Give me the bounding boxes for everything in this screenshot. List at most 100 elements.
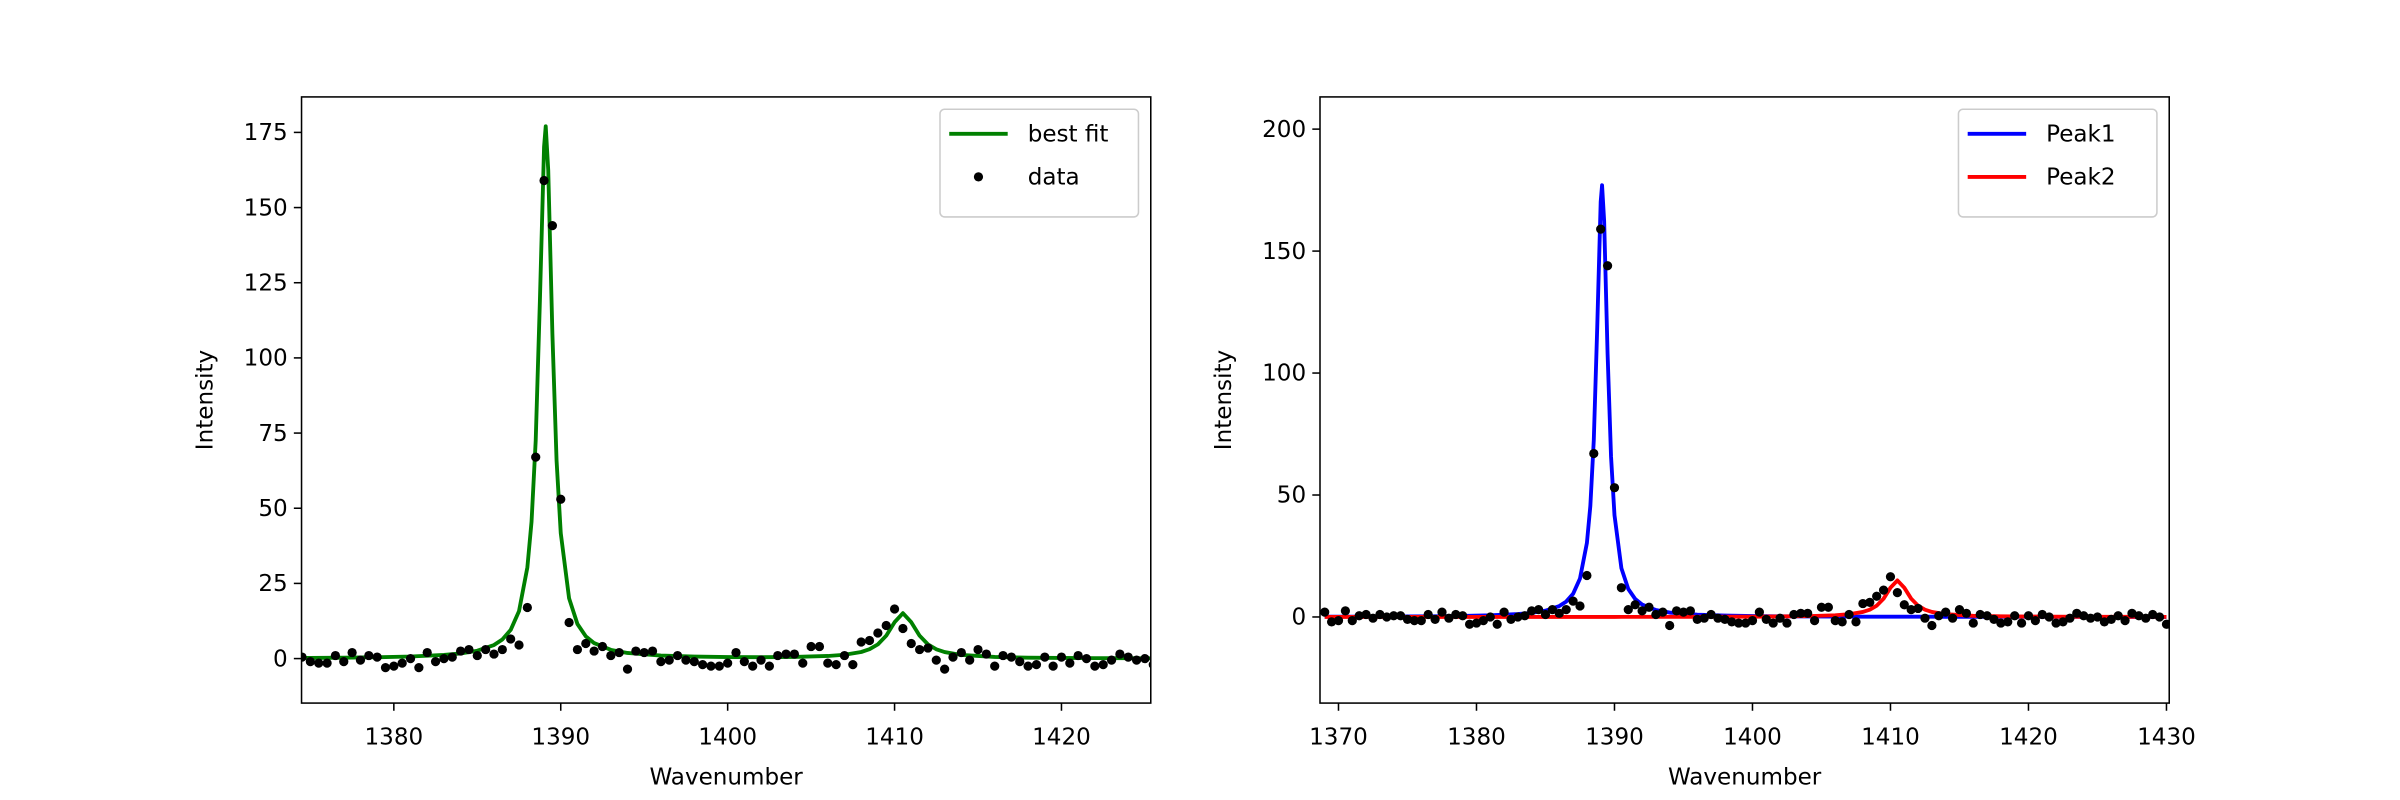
data-point: [956, 647, 966, 658]
data-point: [1098, 659, 1108, 670]
data-point: [672, 650, 683, 661]
x-tick-label: 1420: [1032, 725, 1091, 751]
data-point: [1402, 614, 1413, 625]
data-point: [1734, 618, 1744, 628]
data-point: [1851, 617, 1861, 627]
data-point: [1782, 618, 1792, 628]
x-tick-label: 1390: [531, 725, 590, 751]
data-point: [622, 664, 633, 674]
legend-box: [1957, 108, 2158, 218]
data-point: [1616, 583, 1626, 593]
data-point: [1048, 661, 1058, 671]
data-point: [2120, 616, 2130, 626]
y-tick-label: 150: [244, 195, 288, 221]
data-point: [1692, 614, 1702, 625]
data-point: [489, 649, 499, 659]
data-point: [1699, 613, 1709, 623]
data-point: [1996, 618, 2006, 628]
legend-label: data: [1028, 165, 1080, 191]
data-point: [589, 646, 599, 656]
data-point: [2154, 612, 2165, 622]
data-point: [1920, 613, 1930, 623]
data-point: [806, 641, 816, 652]
plot-area: [1320, 183, 2170, 631]
data-point: [1423, 609, 1433, 620]
data-point: [1361, 609, 1371, 620]
data-point: [2044, 612, 2054, 622]
data-point: [1747, 616, 1758, 626]
y-tick-label: 200: [1262, 117, 1306, 143]
data-point: [389, 661, 399, 671]
data-point: [981, 649, 991, 659]
data-point: [1081, 653, 1092, 664]
data-point: [839, 650, 850, 661]
data-point: [1326, 617, 1337, 627]
data-point: [430, 656, 441, 667]
data-point: [864, 635, 875, 646]
axes-frame: [1319, 96, 2170, 704]
data-point: [881, 620, 891, 631]
data-point: [1561, 605, 1571, 615]
data-point: [1837, 617, 1847, 627]
data-point: [923, 643, 933, 653]
data-point: [1123, 652, 1133, 662]
data-point: [1596, 224, 1606, 234]
data-point: [906, 638, 916, 649]
data-point: [873, 628, 883, 638]
data-point: [314, 658, 324, 668]
y-tick-label: 50: [1277, 483, 1306, 509]
data-point: [1568, 596, 1578, 606]
data-point: [531, 452, 541, 462]
y-axis-label: Intensity: [192, 350, 218, 450]
x-tick-label: 1370: [1309, 725, 1368, 751]
data-point: [948, 652, 958, 662]
data-point: [422, 647, 432, 658]
data-point: [2092, 612, 2103, 622]
data-point: [1906, 605, 1916, 615]
y-tick-label: 100: [1262, 361, 1306, 387]
data-point: [1989, 614, 1999, 625]
data-point: [1554, 608, 1564, 618]
data-point: [1023, 661, 1033, 671]
data-point: [1844, 609, 1854, 620]
data-point: [831, 659, 841, 670]
data-point: [1354, 611, 1364, 621]
data-point: [1430, 614, 1440, 625]
data-point: [506, 634, 516, 644]
data-point: [914, 644, 925, 655]
data-point: [1320, 607, 1330, 617]
y-tick-label: 125: [244, 270, 288, 296]
data-point: [1485, 612, 1495, 622]
data-point: [931, 655, 941, 665]
data-point: [656, 656, 666, 667]
data-point: [1056, 652, 1067, 662]
data-point: [1340, 606, 1351, 616]
data-point: [522, 602, 532, 613]
data-point: [581, 638, 591, 649]
data-point: [1582, 570, 1592, 581]
data-point: [1499, 607, 1509, 617]
data-point: [1409, 616, 1420, 626]
data-point: [664, 655, 674, 665]
data-point: [1858, 598, 1868, 609]
legend-label: best fit: [1028, 122, 1109, 148]
data-point: [1961, 608, 1971, 618]
data-point: [2051, 618, 2061, 628]
data-point: [1140, 653, 1150, 664]
data-point: [998, 650, 1008, 661]
data-point: [1437, 607, 1447, 617]
data-point: [814, 641, 825, 652]
data-point: [2010, 611, 2020, 621]
data-point: [773, 650, 783, 661]
data-point: [2003, 617, 2013, 627]
data-point: [1623, 605, 1633, 615]
data-point: [1899, 600, 1909, 610]
data-point: [2016, 618, 2027, 628]
data-point: [764, 661, 774, 671]
data-point: [1416, 616, 1426, 626]
data-point: [1015, 656, 1025, 667]
data-point: [1982, 611, 1992, 621]
data-point: [347, 647, 357, 658]
